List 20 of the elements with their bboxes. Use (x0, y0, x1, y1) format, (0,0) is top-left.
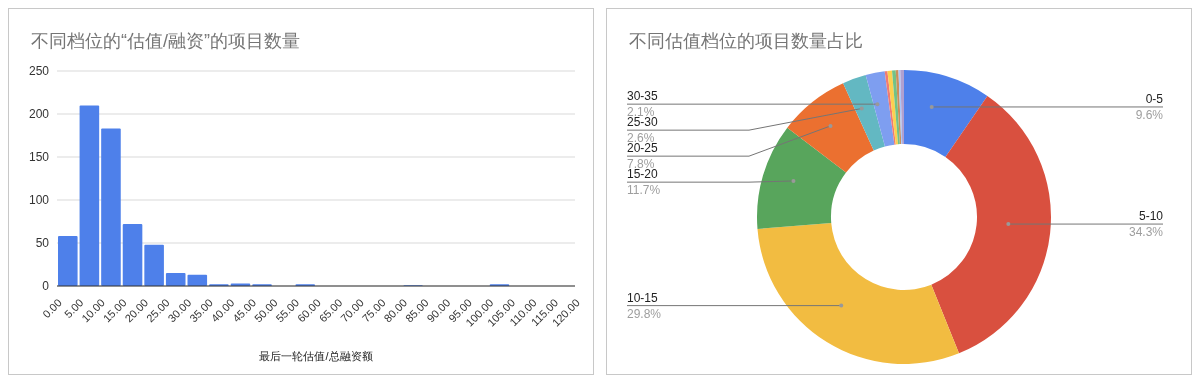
slice-label: 10-15 (627, 290, 659, 305)
slice-label: 30-35 (627, 89, 659, 104)
data-label: 34.3% (1128, 225, 1164, 240)
slice-label: 5-10 (1138, 209, 1164, 224)
y-tick-label: 150 (28, 150, 50, 165)
data-label: 29.8% (627, 306, 662, 321)
y-tick-label: 0 (42, 279, 50, 294)
slice-label: 20-25 (627, 141, 659, 156)
data-label: 11.7% (627, 183, 661, 198)
y-tick-label: 250 (28, 64, 50, 79)
slice-label: 25-30 (627, 115, 659, 130)
slice-label: 0-5 (1145, 91, 1164, 106)
x-axis-title: 最后一轮估值/总融资额 (259, 350, 373, 362)
chart-title: 不同档位的“估值/融资”的项目数量 (31, 30, 300, 53)
y-tick-label: 100 (28, 193, 50, 208)
slice-label: 15-20 (627, 167, 659, 182)
chart-title: 不同估值档位的项目数量占比 (629, 30, 863, 53)
y-tick-label: 200 (28, 107, 50, 122)
data-label: 9.6% (1135, 107, 1164, 122)
y-tick-label: 50 (35, 236, 50, 251)
